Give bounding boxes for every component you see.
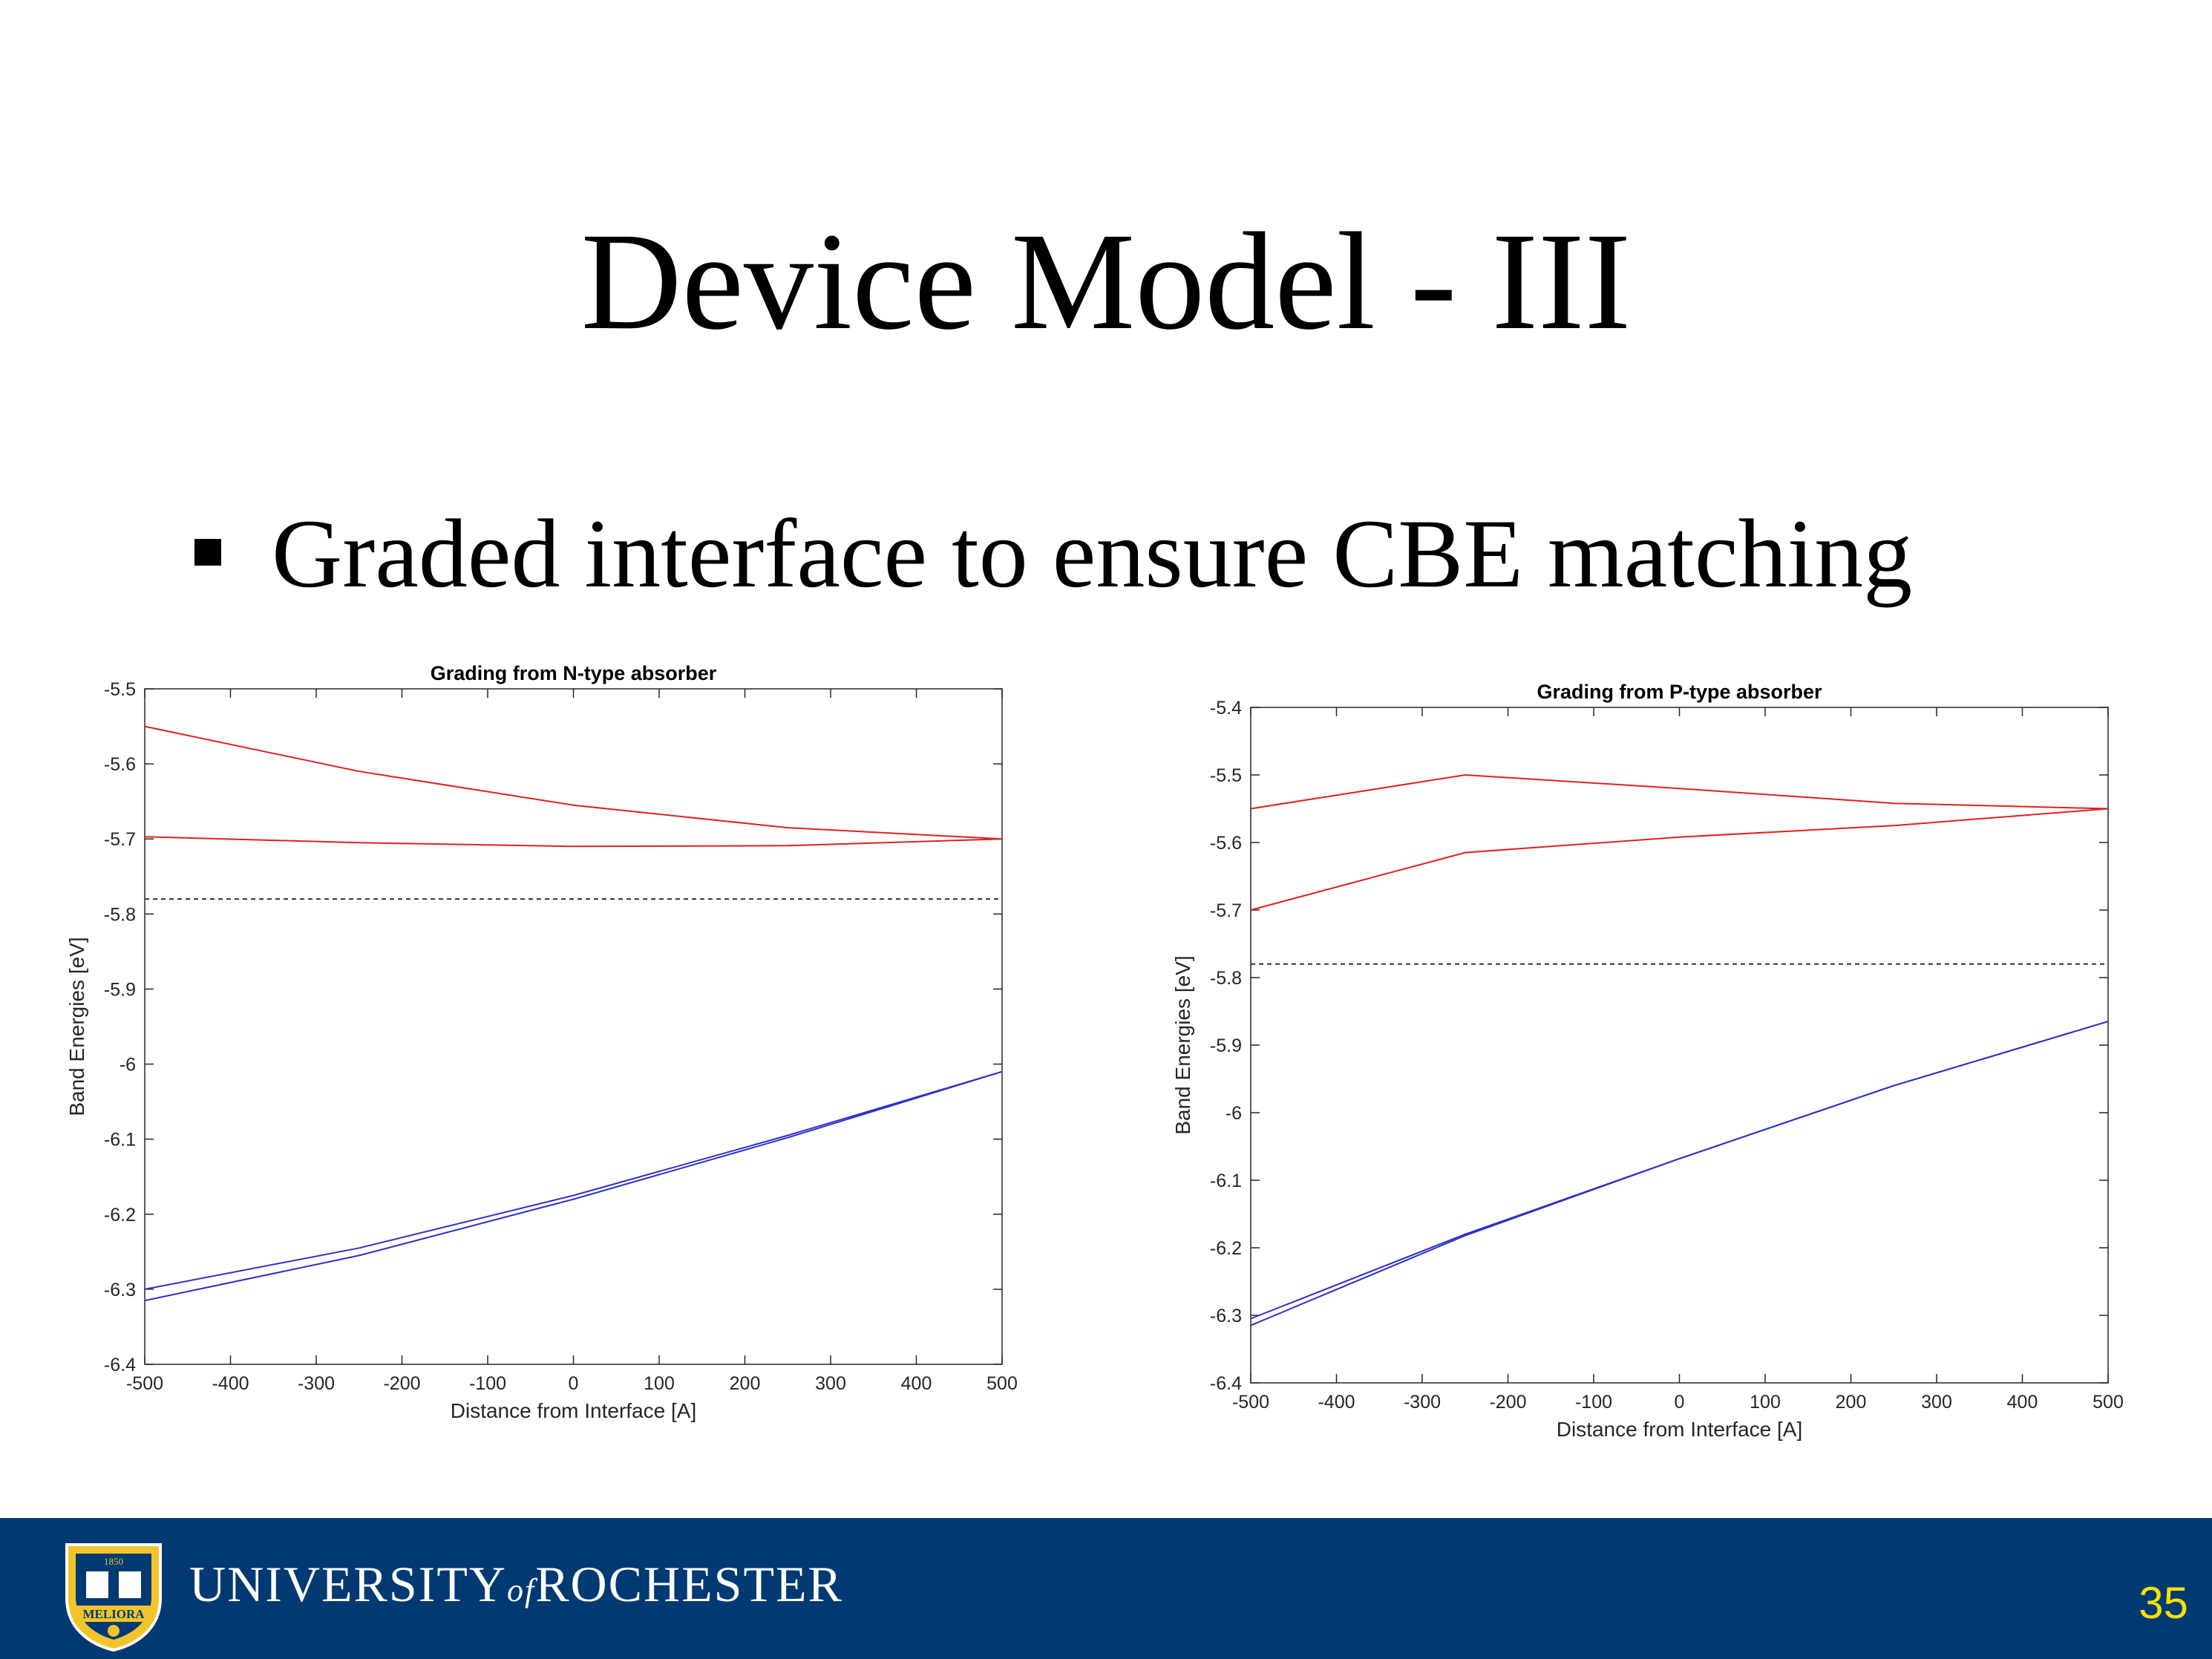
university-name: UNIVERSITYofROCHESTER: [189, 1555, 843, 1614]
chart-1-xtick-label: 500: [2092, 1392, 2124, 1413]
chart-0-xtick-label: -300: [298, 1373, 335, 1394]
university-name-part2: ROCHESTER: [535, 1556, 843, 1612]
chart-1-ytick-label: -5.6: [1210, 833, 1242, 854]
chart-1-ytick-label: -5.9: [1210, 1035, 1242, 1056]
chart-1-ytick-label: -5.7: [1210, 900, 1242, 921]
chart-0-ytick-label: -5.8: [104, 904, 136, 925]
chart-0-xtick-label: 400: [901, 1373, 932, 1394]
chart-0-xtick-label: -200: [383, 1373, 420, 1394]
chart-1-xtick-label: -400: [1318, 1392, 1355, 1413]
university-seal-icon: 1850 MELIORA: [65, 1543, 162, 1652]
chart-1-xtick-label: 100: [1750, 1392, 1781, 1413]
chart-1-ytick-label: -6: [1226, 1103, 1242, 1124]
chart-0-xtick-label: 300: [815, 1373, 846, 1394]
chart-1-xtick-label: 0: [1675, 1392, 1685, 1413]
chart-0-xtick-label: 500: [986, 1373, 1018, 1394]
bullet-square-icon: [194, 539, 221, 566]
chart-0-ytick-label: -6.1: [104, 1130, 136, 1151]
seal-motto: MELIORA: [82, 1607, 145, 1621]
chart-0-ytick-label: -6.3: [104, 1280, 136, 1300]
chart-0-title: Grading from N-type absorber: [431, 662, 717, 684]
chart-1-xtick-label: 200: [1836, 1392, 1867, 1413]
chart-0-ytick-label: -6: [120, 1055, 136, 1076]
chart-1-ytick-label: -5.8: [1210, 968, 1242, 989]
chart-0-xlabel: Distance from Interface [A]: [451, 1399, 696, 1422]
slide-title: Device Model - III: [580, 203, 1632, 359]
chart-1-ytick-label: -6.4: [1210, 1373, 1242, 1394]
chart-1-xlabel: Distance from Interface [A]: [1557, 1418, 1802, 1441]
chart-1-series-line-1: [1250, 808, 2109, 911]
chart-1-title: Grading from P-type absorber: [1537, 681, 1822, 703]
chart-0-series-line-1: [144, 836, 1003, 848]
chart-1-xtick-label: 300: [1921, 1392, 1952, 1413]
chart-1-xtick-label: -300: [1404, 1392, 1441, 1413]
chart-1-ytick-label: -5.4: [1210, 698, 1242, 719]
chart-0-series-line-3: [144, 1070, 1003, 1302]
chart-1-ytick-label: -6.1: [1210, 1171, 1242, 1191]
chart-0-xtick-label: -100: [469, 1373, 506, 1394]
chart-0-xtick-label: -500: [126, 1373, 163, 1394]
page-number: 35: [2139, 1578, 2188, 1628]
chart-1-axes-box: [1250, 707, 2109, 1384]
chart-1-xtick-label: -200: [1489, 1392, 1526, 1413]
chart-0-xtick-label: -400: [212, 1373, 249, 1394]
university-name-part1: UNIVERSITY: [189, 1556, 507, 1612]
footer-bar: 1850 MELIORA UNIVERSITYofROCHESTER 35: [0, 1518, 2212, 1659]
chart-1-ytick-label: -6.3: [1210, 1306, 1242, 1326]
chart-0-ytick-label: -6.4: [104, 1355, 136, 1375]
chart-1-ytick-label: -6.2: [1210, 1238, 1242, 1259]
chart-1-xtick-label: -500: [1232, 1392, 1269, 1413]
chart-0-ytick-label: -5.6: [104, 754, 136, 775]
chart-0-xtick-label: 100: [644, 1373, 675, 1394]
chart-1-series-line-2: [1250, 1021, 2109, 1320]
chart-1-series-line-3: [1250, 1021, 2109, 1326]
chart-0-axes-box: [144, 688, 1003, 1365]
chart-0-xtick-label: 0: [569, 1373, 579, 1394]
seal-year: 1850: [104, 1556, 123, 1567]
chart-0-ytick-label: -5.5: [104, 679, 136, 700]
chart-0-ytick-label: -6.2: [104, 1205, 136, 1226]
university-name-of: of: [506, 1572, 536, 1609]
chart-n-type: Grading from N-type absorber -500 -400 -300…: [65, 662, 1018, 1422]
chart-1-ylabel: Band Energies [eV]: [1171, 955, 1194, 1134]
chart-1-ytick-label: -5.5: [1210, 765, 1242, 786]
chart-1-series-line-0: [1250, 773, 2109, 810]
chart-0-series-line-2: [144, 1070, 1003, 1290]
chart-0-series-line-0: [144, 725, 1003, 840]
chart-0-xtick-label: 200: [730, 1373, 761, 1394]
chart-0-ytick-label: -5.9: [104, 979, 136, 1000]
chart-p-type: Grading from P-type absorber -500 -400 -300…: [1171, 681, 2124, 1441]
bullet-text: Graded interface to ensure CBE matching: [272, 499, 1913, 608]
chart-0-ylabel: Band Energies [eV]: [65, 937, 88, 1116]
chart-1-xtick-label: -100: [1575, 1392, 1612, 1413]
chart-0-ytick-label: -5.7: [104, 829, 136, 850]
chart-1-xtick-label: 400: [2007, 1392, 2038, 1413]
